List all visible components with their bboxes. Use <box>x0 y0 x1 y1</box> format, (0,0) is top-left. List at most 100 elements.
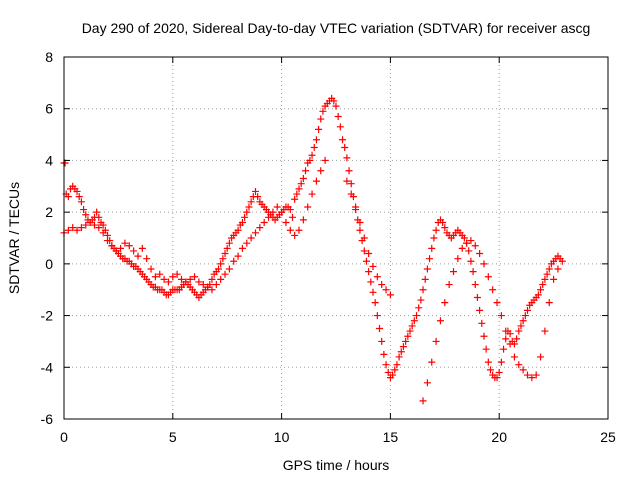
data-point <box>558 257 566 265</box>
data-point <box>532 371 540 379</box>
data-point <box>334 112 342 120</box>
data-point <box>397 348 405 356</box>
data-point <box>178 275 186 283</box>
data-point <box>367 278 375 286</box>
data-point <box>484 273 492 281</box>
data-point <box>295 226 303 234</box>
data-point <box>221 270 229 278</box>
data-point <box>537 353 545 361</box>
data-point <box>112 247 120 255</box>
data-point <box>332 102 340 110</box>
data-point <box>534 291 542 299</box>
data-point <box>454 255 462 263</box>
data-point <box>519 317 527 325</box>
data-point <box>384 368 392 376</box>
data-point <box>421 275 429 283</box>
data-point <box>373 312 381 320</box>
data-point <box>260 218 268 226</box>
data-point <box>321 156 329 164</box>
data-point <box>486 366 494 374</box>
data-point <box>221 250 229 258</box>
data-point <box>160 275 168 283</box>
y-tick-label: -6 <box>41 411 54 427</box>
data-point <box>513 335 521 343</box>
data-point <box>376 325 384 332</box>
data-point <box>365 268 373 276</box>
data-point <box>191 273 199 281</box>
data-point <box>204 283 212 291</box>
data-point <box>502 327 510 335</box>
data-point <box>430 234 438 242</box>
data-point <box>523 371 531 379</box>
data-point <box>217 260 225 268</box>
data-point <box>373 273 381 281</box>
data-point <box>247 234 255 242</box>
data-point <box>408 322 416 330</box>
y-axis-label: SDTVAR / TECUs <box>6 182 22 294</box>
data-point <box>265 213 273 221</box>
data-point <box>73 187 81 195</box>
data-point <box>484 358 492 366</box>
data-point <box>382 286 390 294</box>
data-point <box>214 265 222 273</box>
data-point <box>419 397 427 405</box>
data-point <box>330 97 338 105</box>
data-point <box>312 136 320 144</box>
y-tick-label: 4 <box>45 152 53 168</box>
data-point <box>251 187 259 195</box>
data-point <box>489 286 497 294</box>
data-point <box>90 221 98 229</box>
data-point <box>554 265 562 273</box>
data-point <box>64 226 72 234</box>
data-point <box>238 218 246 226</box>
x-tick-label: 10 <box>274 429 290 445</box>
data-point <box>256 224 264 232</box>
data-point <box>251 229 259 237</box>
data-point <box>497 312 505 320</box>
data-point <box>306 156 314 164</box>
data-point <box>436 317 444 325</box>
data-point <box>480 332 488 340</box>
data-point <box>493 299 501 307</box>
data-point <box>391 366 399 374</box>
data-point <box>95 213 103 221</box>
data-point <box>241 213 249 221</box>
data-point <box>282 218 290 226</box>
data-point <box>341 144 349 151</box>
data-point <box>99 229 107 237</box>
data-point <box>537 286 545 294</box>
data-point <box>299 175 307 183</box>
data-point <box>230 257 238 265</box>
data-point <box>428 358 436 366</box>
data-point <box>497 358 505 366</box>
data-point <box>480 260 488 268</box>
data-point <box>362 257 370 265</box>
ticks-layer: -6 -4 -2 0 2 4 6 8 0 5 10 15 20 25 <box>41 49 616 445</box>
data-point <box>426 255 434 263</box>
data-point <box>80 206 88 214</box>
data-point <box>543 270 551 278</box>
data-point <box>82 211 90 219</box>
data-point <box>243 208 251 216</box>
data-point <box>382 361 390 369</box>
data-point <box>173 270 181 278</box>
data-series-3 <box>339 136 566 382</box>
data-point <box>541 327 549 335</box>
data-point <box>164 278 172 286</box>
data-point <box>369 288 377 296</box>
data-point <box>308 151 316 159</box>
data-point <box>130 247 138 255</box>
data-point <box>347 190 355 198</box>
data-point <box>121 239 129 247</box>
data-point <box>441 299 449 307</box>
data-point <box>315 125 323 133</box>
data-point <box>419 286 427 294</box>
data-point <box>125 242 133 250</box>
data-point <box>467 237 475 245</box>
data-point <box>312 177 320 185</box>
data-point <box>410 317 418 325</box>
data-point <box>273 203 281 211</box>
data-point <box>539 281 547 289</box>
data-point <box>297 180 305 188</box>
data-point <box>93 208 101 216</box>
